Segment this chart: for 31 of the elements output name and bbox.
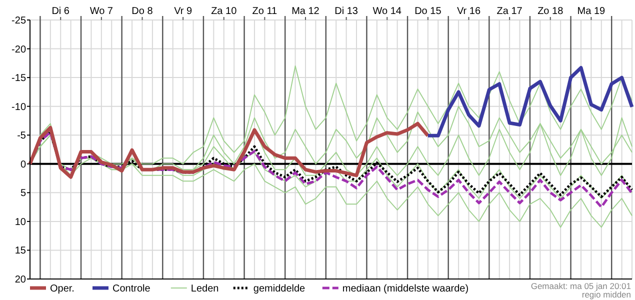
x-tick-label: Za 10 [211,6,238,17]
legend-label: Controle [112,284,151,294]
text: regio midden [582,289,632,300]
x-tick-label: Do 15 [414,6,442,17]
y-tick-label: -25 [12,16,26,26]
y-tick-label: 10 [14,216,26,228]
y-tick-label: -10 [12,102,26,113]
x-tick-label: Vr 16 [456,6,481,17]
y-tick-label: -20 [12,44,26,56]
y-tick-label: 5 [20,188,26,200]
legend-label: gemiddelde [253,284,306,294]
x-tick-label: Do 8 [132,6,154,17]
y-tick-label: 0 [20,159,26,170]
y-tick-label: 20 [14,274,26,286]
legend-label: Leden [190,284,219,294]
x-tick-label: Ma 12 [292,6,320,17]
legend-label: mediaan (middelste waarde) [342,284,469,294]
y-tick-label: -5 [17,130,26,142]
y-tick-label: -15 [12,73,26,84]
x-tick-label: Zo 18 [538,6,564,17]
x-tick-label: Ma 19 [577,6,606,17]
text: Gemaakt: ma 05 jan 20:01 [530,280,632,291]
x-tick-label: Di 13 [334,6,358,17]
y-tick-label: 15 [14,246,26,257]
x-tick-label: Za 17 [496,6,523,17]
x-tick-label: Di 6 [52,6,70,17]
x-tick-label: Wo 7 [90,6,114,17]
x-tick-label: Wo 14 [372,6,402,17]
legend-label: Oper. [50,284,74,294]
x-tick-label: Zo 11 [252,6,278,17]
x-tick-label: Vr 9 [174,6,192,17]
